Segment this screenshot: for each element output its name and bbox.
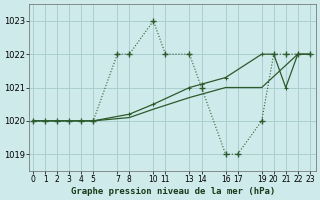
- X-axis label: Graphe pression niveau de la mer (hPa): Graphe pression niveau de la mer (hPa): [70, 187, 275, 196]
